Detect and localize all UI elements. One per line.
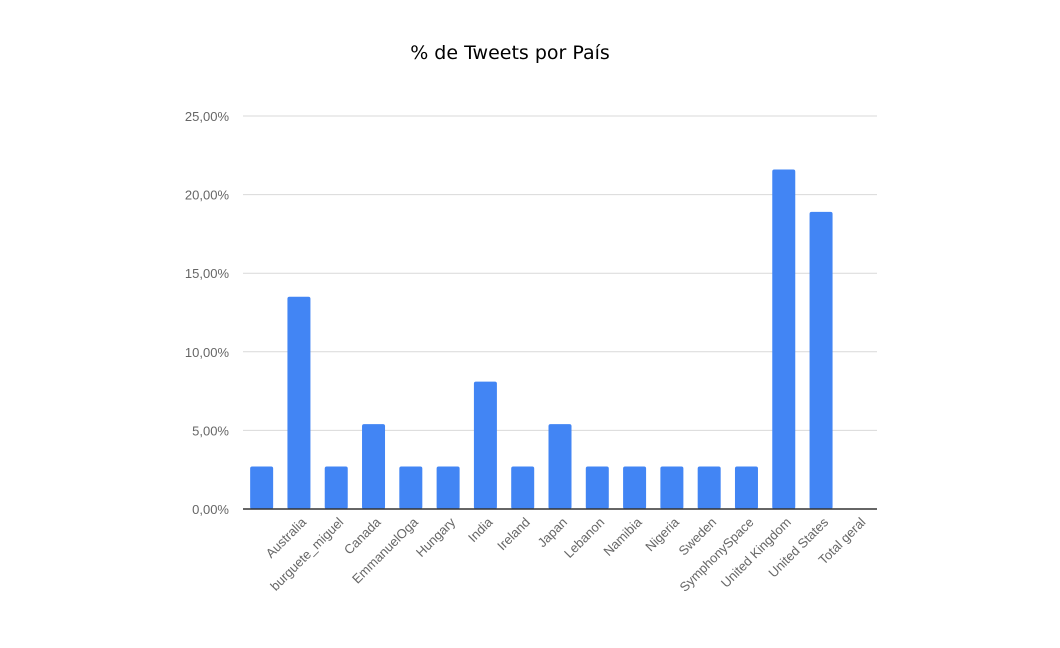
bar (362, 424, 386, 509)
y-axis-tick-labels: 0,00% 5,00% 10,00% 15,00% 20,00% 25,00% (185, 109, 230, 517)
bar (548, 424, 572, 509)
x-category-label: Namibia (600, 514, 645, 559)
bar (585, 466, 609, 509)
y-tick-label: 20,00% (185, 188, 230, 203)
bars (250, 169, 833, 509)
x-category-label: Japan (534, 515, 570, 551)
chart-title: % de Tweets por País (410, 42, 610, 64)
x-category-label: India (465, 514, 496, 545)
x-category-label: Lebanon (561, 515, 607, 561)
x-category-label: Hungary (413, 514, 459, 560)
bar (660, 466, 684, 509)
bar (250, 466, 274, 509)
bar (511, 466, 535, 509)
y-tick-label: 0,00% (192, 502, 229, 517)
y-tick-label: 15,00% (185, 266, 230, 281)
bar (809, 211, 833, 509)
x-category-label: EmmanuelOga (349, 514, 421, 586)
bar (697, 466, 721, 509)
y-tick-label: 25,00% (185, 109, 230, 124)
bar (623, 466, 647, 509)
x-category-label: Ireland (494, 515, 533, 554)
bar (473, 381, 497, 509)
bar (772, 169, 796, 509)
bar (734, 466, 758, 509)
y-tick-label: 5,00% (192, 423, 229, 438)
bar (324, 466, 348, 509)
bar (399, 466, 423, 509)
bar (436, 466, 460, 509)
x-axis-category-labels: Australiaburguete_miguelCanadaEmmanuelOg… (263, 514, 869, 595)
bar (287, 296, 311, 509)
y-tick-label: 10,00% (185, 345, 230, 360)
